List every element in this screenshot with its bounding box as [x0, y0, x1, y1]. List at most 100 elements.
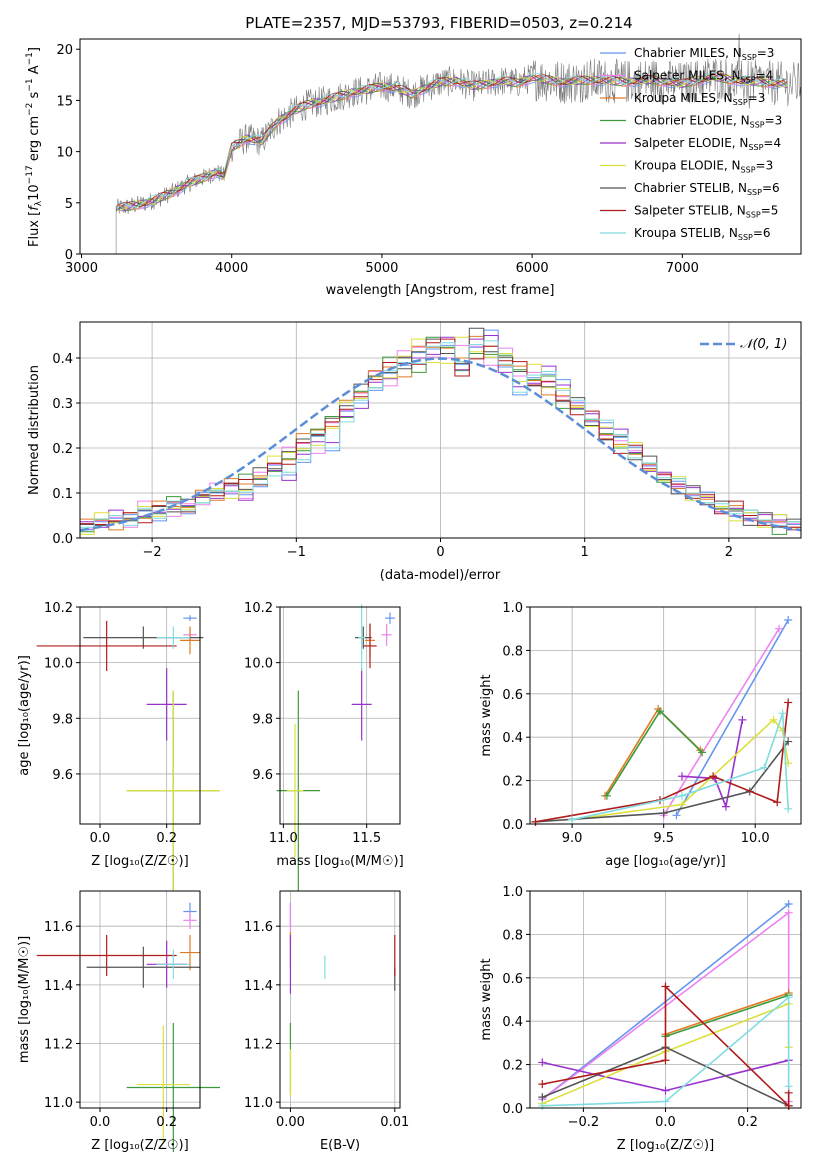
x-axis-label: Z [log₁₀(Z/Z☉)] — [91, 854, 188, 869]
figure-title: PLATE=2357, MJD=53793, FIBERID=0503, z=0… — [245, 14, 632, 32]
y-tick-label: 11.2 — [44, 1037, 73, 1052]
weight-marker — [698, 748, 707, 757]
y-tick-label: 11.0 — [44, 1096, 73, 1111]
weight-marker — [773, 798, 782, 807]
x-tick-label: 10.0 — [741, 831, 770, 846]
x-tick-label: 1 — [581, 545, 589, 560]
normal-curve — [79, 357, 802, 532]
age-vs-z-panel: 0.0 0.2 9.6 9.8 10.0 10.2 Z [log₁₀(Z/Z☉)] age [… — [17, 601, 220, 891]
x-tick-label: 9.0 — [562, 831, 583, 846]
x-tick-label: 0.0 — [90, 831, 111, 846]
residuals-xticks: −2 −1 0 1 2 — [143, 538, 733, 560]
weight-marker — [538, 1093, 547, 1102]
residuals-yticks: 0.0 0.1 0.2 0.3 0.4 — [52, 352, 80, 547]
y-tick-label: 10.0 — [44, 657, 73, 672]
axes-frame — [79, 606, 201, 825]
y-tick-label: 0.2 — [502, 1059, 523, 1074]
y-tick-label: 15 — [56, 94, 73, 109]
y-tick-label: 0 — [65, 248, 73, 263]
weight-marker — [784, 1082, 793, 1091]
y-tick-label: 0.3 — [52, 397, 73, 412]
mass-vs-z-content: 0.0 0.2 11.0 11.2 11.4 11.6 Z [log₁₀(Z/Z☉)] mas… — [17, 890, 220, 1153]
x-tick-label: 0.2 — [737, 1115, 758, 1130]
y-tick-label: 0.2 — [52, 442, 73, 457]
weight-line — [663, 628, 780, 816]
legend-label: Salpeter ELODIE, NSSP=4 — [634, 136, 781, 152]
x-tick-label: −2 — [143, 545, 162, 560]
x-tick-label: 11.5 — [352, 831, 381, 846]
weight-line — [675, 619, 789, 816]
spectrum-ylabel: Flux [fλ10−17 erg cm−2 s−1 A−1] — [25, 47, 44, 247]
weight-marker — [661, 982, 670, 991]
y-tick-label: 0.8 — [502, 928, 523, 943]
x-tick-label: −1 — [287, 545, 306, 560]
weight-marker — [659, 809, 668, 818]
weight-marker — [784, 616, 793, 625]
y-tick-label: 11.6 — [244, 920, 273, 935]
weight-marker — [538, 1080, 547, 1089]
age-vs-mass-panel: 11.0 11.5 9.6 9.8 10.0 10.2 mass [log₁₀(M/M☉)] — [244, 601, 404, 891]
weight-marker — [677, 800, 686, 809]
weight-marker — [661, 1097, 670, 1106]
weight-marker — [538, 1058, 547, 1067]
weight-marker — [784, 804, 793, 813]
weight-marker — [784, 737, 793, 746]
axes-frame — [529, 606, 802, 825]
x-axis-label: Z [log₁₀(Z/Z☉)] — [617, 1138, 714, 1153]
x-tick-label: 4000 — [215, 261, 248, 276]
x-tick-label: 9.5 — [653, 831, 674, 846]
weight-marker — [677, 791, 686, 800]
x-tick-label: 3000 — [65, 261, 98, 276]
x-axis-label: mass [log₁₀(M/M☉)] — [276, 854, 403, 869]
normal-legend-label: 𝒩(0, 1) — [740, 337, 787, 352]
y-tick-label: 0.6 — [502, 688, 523, 703]
legend-label: Salpeter MILES, NSSP=4 — [634, 69, 773, 85]
y-tick-label: 0.8 — [502, 644, 523, 659]
y-tick-label: 0.0 — [52, 532, 73, 547]
y-axis-label: mass weight — [479, 958, 494, 1040]
weight-line — [571, 713, 789, 821]
residuals-xlabel: (data-model)/error — [380, 568, 501, 583]
y-tick-label: 10.2 — [244, 601, 273, 616]
weight-marker — [661, 1086, 670, 1095]
weight-marker — [784, 698, 793, 707]
legend-label: Chabrier MILES, NSSP=3 — [634, 46, 774, 62]
model-spectrum-line — [117, 71, 788, 208]
y-axis-label: age [log₁₀(age/yr)] — [17, 655, 32, 776]
y-tick-label: 20 — [56, 43, 73, 58]
histogram-step — [80, 340, 801, 528]
x-tick-label: 0.2 — [156, 831, 177, 846]
y-tick-label: 9.8 — [52, 712, 73, 727]
y-tick-label: 0.4 — [502, 731, 523, 746]
y-tick-label: 0.6 — [502, 972, 523, 987]
weight-marker — [602, 791, 611, 800]
weight-marker — [760, 763, 769, 772]
histogram-step — [80, 336, 801, 535]
weight-vs-age-content: 9.0 9.5 10.0 0.0 0.2 0.4 0.6 0.8 1.0 age [log₁₀(a… — [479, 601, 802, 869]
x-tick-label: 2 — [725, 545, 733, 560]
y-tick-label: 0.4 — [502, 1015, 523, 1030]
y-tick-label: 0.1 — [52, 487, 73, 502]
spectrum-yticks: 0 5 10 15 20 — [56, 43, 80, 263]
residuals-panel: −2 −1 0 1 2 0.0 0.1 0.2 0.3 0.4 (data-model)/err… — [27, 321, 802, 583]
weight-vs-age-panel: 9.0 9.5 10.0 0.0 0.2 0.4 0.6 0.8 1.0 age [log₁₀(a… — [479, 601, 802, 869]
y-tick-label: 0.2 — [502, 775, 523, 790]
y-tick-label: 11.6 — [44, 920, 73, 935]
axes-frame — [279, 890, 401, 1109]
y-tick-label: 11.0 — [244, 1096, 273, 1111]
y-tick-label: 10.0 — [244, 657, 273, 672]
spectrum-model-layer — [117, 71, 788, 212]
residuals-legend: 𝒩(0, 1) — [700, 337, 787, 352]
weight-marker — [784, 993, 793, 1002]
legend-label: Kroupa STELIB, NSSP=6 — [634, 226, 771, 242]
mass-vs-ebv-content: 0.00 0.01 11.0 11.2 11.4 11.6 E(B-V) — [244, 890, 409, 1153]
spectrum-xlabel: wavelength [Angstrom, rest frame] — [326, 283, 555, 298]
weight-line — [681, 719, 744, 810]
y-tick-label: 0.0 — [502, 818, 523, 833]
x-tick-label: 0.2 — [156, 1115, 177, 1130]
x-axis-label: E(B-V) — [320, 1138, 360, 1153]
y-tick-label: 0.0 — [502, 1102, 523, 1117]
axes-frame — [79, 890, 201, 1109]
y-axis-label: mass weight — [479, 674, 494, 756]
